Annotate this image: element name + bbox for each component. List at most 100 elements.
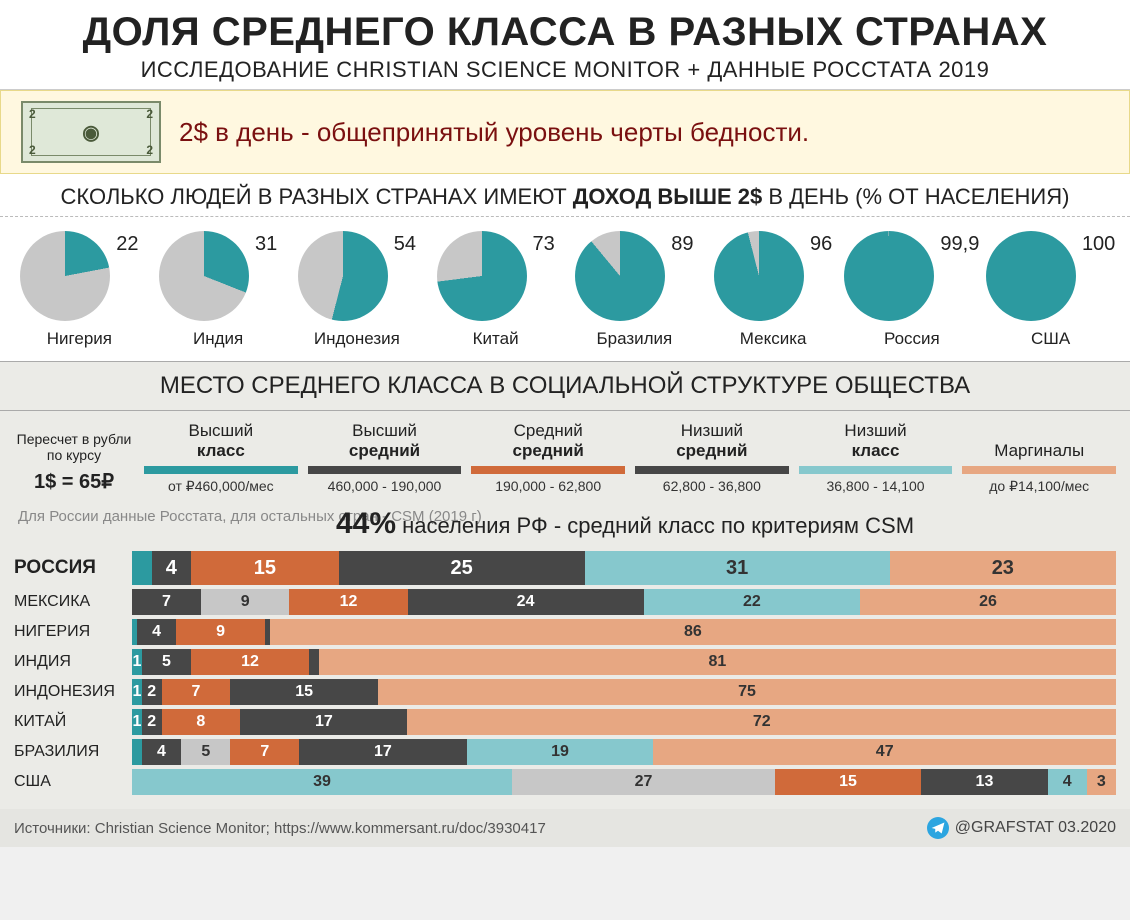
bar-segment: 12 bbox=[191, 649, 309, 675]
bar-segment: 39 bbox=[132, 769, 512, 795]
bar-segment: 9 bbox=[176, 619, 265, 645]
bar-segment: 25 bbox=[339, 551, 585, 585]
bar-segment: 7 bbox=[230, 739, 299, 765]
bar-segment: 1 bbox=[132, 679, 142, 705]
bar-segment: 4 bbox=[1048, 769, 1087, 795]
stacked-bar: 4986 bbox=[132, 619, 1116, 645]
bar-segment: 8 bbox=[162, 709, 241, 735]
bar-row: ИНДОНЕЗИЯ1271575 bbox=[14, 679, 1116, 705]
bar-country-label: МЕКСИКА bbox=[14, 593, 124, 611]
pie-chart bbox=[844, 231, 934, 321]
pie-chart bbox=[298, 231, 388, 321]
class-range: до ₽14,100/мес bbox=[962, 478, 1116, 494]
class-legend-bar bbox=[635, 466, 789, 474]
class-legend-bar bbox=[144, 466, 298, 474]
telegram-icon bbox=[927, 817, 949, 839]
stacked-bars: РОССИЯ415253123 МЕКСИКА 7912242226 НИГЕРИЯ 4… bbox=[14, 551, 1116, 795]
pie-chart bbox=[437, 231, 527, 321]
bar-segment: 75 bbox=[378, 679, 1116, 705]
stacked-bar: 7912242226 bbox=[132, 589, 1116, 615]
pie-item: 31 Индия bbox=[153, 231, 283, 349]
class-range: 190,000 - 62,800 bbox=[471, 478, 625, 494]
pie-country: Бразилия bbox=[596, 329, 672, 349]
bar-segment: 15 bbox=[775, 769, 921, 795]
bar-segment: 12 bbox=[289, 589, 407, 615]
stacked-bar: 1281772 bbox=[132, 709, 1116, 735]
bar-country-label: БРАЗИЛИЯ bbox=[14, 743, 124, 761]
pie-value: 100 bbox=[1082, 233, 1115, 256]
class-legend-bar bbox=[799, 466, 953, 474]
pie-country: Индонезия bbox=[314, 329, 400, 349]
pie-item: 89Бразилия bbox=[569, 231, 699, 349]
stacked-bar: 457171947 bbox=[132, 739, 1116, 765]
pie-country: США bbox=[1031, 329, 1070, 349]
bar-country-label: КИТАЙ bbox=[14, 713, 124, 731]
bar-segment: 19 bbox=[467, 739, 654, 765]
bar-segment: 2 bbox=[142, 709, 162, 735]
bar-segment: 7 bbox=[132, 589, 201, 615]
sources-text: Источники: Christian Science Monitor; ht… bbox=[14, 820, 546, 837]
bar-segment: 23 bbox=[890, 551, 1116, 585]
pie-item: 73 Китай bbox=[431, 231, 561, 349]
bar-segment: 81 bbox=[319, 649, 1116, 675]
pie-country: Россия bbox=[884, 329, 940, 349]
pie-country: Китай bbox=[473, 329, 519, 349]
pie-value: 31 bbox=[255, 233, 277, 256]
bar-segment: 47 bbox=[653, 739, 1115, 765]
pie-charts-row: 22 Нигерия 31 Индия 54 Индонезия 73 Китай 89Браз… bbox=[0, 217, 1130, 355]
bar-segment: 5 bbox=[181, 739, 230, 765]
bar-segment: 7 bbox=[162, 679, 231, 705]
class-legend-bar bbox=[308, 466, 462, 474]
bar-segment: 15 bbox=[191, 551, 339, 585]
stacked-bar: 151281 bbox=[132, 649, 1116, 675]
pie-item: 22 Нигерия bbox=[14, 231, 144, 349]
pie-value: 54 bbox=[394, 233, 416, 256]
pie-chart bbox=[986, 231, 1076, 321]
pie-value: 22 bbox=[116, 233, 138, 256]
bar-segment bbox=[132, 739, 142, 765]
class-column: Среднийсредний190,000 - 62,800 bbox=[471, 421, 625, 494]
bar-segment: 4 bbox=[152, 551, 191, 585]
pie-country: Нигерия bbox=[47, 329, 112, 349]
bar-segment: 1 bbox=[132, 709, 142, 735]
bar-segment: 13 bbox=[921, 769, 1048, 795]
bar-segment bbox=[309, 649, 319, 675]
class-range: от ₽460,000/мес bbox=[144, 478, 298, 494]
stacked-bar: 3927151343 bbox=[132, 769, 1116, 795]
classes-area: Пересчет в рубли по курсу 1$ = 65₽ Высши… bbox=[0, 411, 1130, 809]
bar-segment: 3 bbox=[1087, 769, 1116, 795]
bar-row: ИНДИЯ151281 bbox=[14, 649, 1116, 675]
bar-segment: 4 bbox=[142, 739, 181, 765]
pie-chart bbox=[159, 231, 249, 321]
bar-country-label: США bbox=[14, 773, 124, 791]
class-column: Низшийсредний62,800 - 36,800 bbox=[635, 421, 789, 494]
class-legend-bar bbox=[471, 466, 625, 474]
bar-segment: 15 bbox=[230, 679, 378, 705]
bar-row: США 3927151343 bbox=[14, 769, 1116, 795]
bar-segment: 9 bbox=[201, 589, 290, 615]
class-column: Высшийклассот ₽460,000/мес bbox=[144, 421, 298, 494]
bar-segment: 31 bbox=[585, 551, 890, 585]
class-range: 62,800 - 36,800 bbox=[635, 478, 789, 494]
bar-row: НИГЕРИЯ 4986 bbox=[14, 619, 1116, 645]
bar-row: РОССИЯ415253123 bbox=[14, 551, 1116, 585]
bar-segment: 17 bbox=[240, 709, 407, 735]
bar-segment: 2 bbox=[142, 679, 162, 705]
bar-row: КИТАЙ 1281772 bbox=[14, 709, 1116, 735]
pie-value: 73 bbox=[533, 233, 555, 256]
bar-country-label: НИГЕРИЯ bbox=[14, 623, 124, 641]
poverty-banner: 2 2 2 2 ◉ 2$ в день - общепринятый урове… bbox=[0, 90, 1130, 174]
bar-segment: 1 bbox=[132, 649, 142, 675]
bar-country-label: ИНДИЯ bbox=[14, 653, 124, 671]
pies-intro: СКОЛЬКО ЛЮДЕЙ В РАЗНЫХ СТРАНАХ ИМЕЮТ ДОХ… bbox=[0, 174, 1130, 217]
bar-segment bbox=[132, 551, 152, 585]
pie-country: Индия bbox=[193, 329, 243, 349]
stacked-bar: 415253123 bbox=[132, 551, 1116, 585]
pie-item: 99,9Россия bbox=[847, 231, 977, 349]
header: ДОЛЯ СРЕДНЕГО КЛАССА В РАЗНЫХ СТРАНАХ ИС… bbox=[0, 0, 1130, 90]
bar-row: МЕКСИКА 7912242226 bbox=[14, 589, 1116, 615]
pie-item: 100 США bbox=[986, 231, 1116, 349]
pie-chart bbox=[714, 231, 804, 321]
pie-item: 54 Индонезия bbox=[292, 231, 422, 349]
pie-chart bbox=[575, 231, 665, 321]
